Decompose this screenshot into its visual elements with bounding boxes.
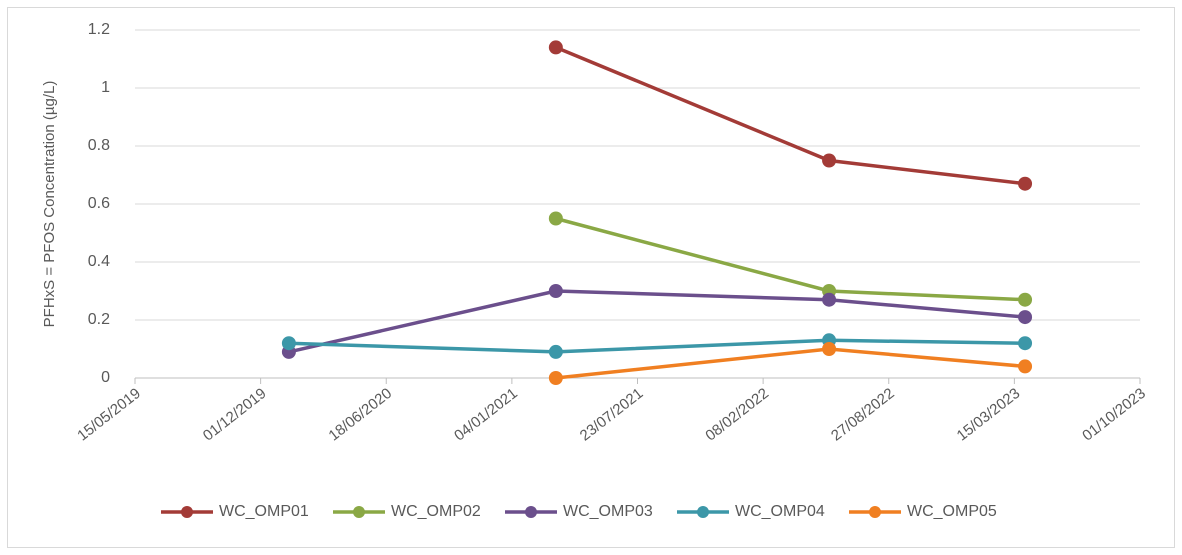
legend-label: WC_OMP04 bbox=[735, 503, 825, 520]
legend-label: WC_OMP03 bbox=[563, 503, 653, 520]
data-point bbox=[1018, 176, 1033, 191]
series-line bbox=[288, 338, 1026, 354]
data-point bbox=[1018, 336, 1033, 351]
data-point bbox=[548, 371, 563, 385]
data-point bbox=[1018, 292, 1033, 307]
series-line bbox=[288, 289, 1026, 354]
data-point bbox=[822, 342, 837, 356]
legend-marker bbox=[181, 506, 193, 518]
y-tick-label: 1.2 bbox=[88, 21, 110, 38]
chart-frame bbox=[7, 7, 1175, 548]
legend-label: WC_OMP01 bbox=[219, 503, 309, 520]
data-point bbox=[548, 40, 563, 55]
legend-marker bbox=[525, 506, 537, 518]
legend-marker bbox=[869, 506, 881, 518]
data-point bbox=[1018, 310, 1033, 325]
y-tick-label: 0.2 bbox=[88, 311, 110, 328]
legend-marker bbox=[353, 506, 365, 518]
legend-label: WC_OMP02 bbox=[391, 503, 481, 520]
y-tick-label: 0.4 bbox=[88, 253, 110, 270]
data-point bbox=[548, 284, 563, 298]
data-point bbox=[822, 153, 837, 168]
y-axis-label: PFHxS = PFOS Concentration (µg/L) bbox=[41, 81, 58, 328]
y-tick-label: 1 bbox=[101, 79, 110, 96]
data-point bbox=[548, 211, 563, 226]
data-point bbox=[1018, 359, 1033, 374]
data-point bbox=[548, 344, 563, 359]
legend-marker bbox=[697, 506, 709, 518]
y-tick-label: 0 bbox=[101, 369, 110, 386]
legend-label: WC_OMP05 bbox=[907, 503, 997, 520]
y-tick-label: 0.6 bbox=[88, 195, 110, 212]
data-point bbox=[822, 292, 837, 307]
data-point bbox=[281, 336, 296, 351]
y-tick-label: 0.8 bbox=[88, 137, 110, 154]
